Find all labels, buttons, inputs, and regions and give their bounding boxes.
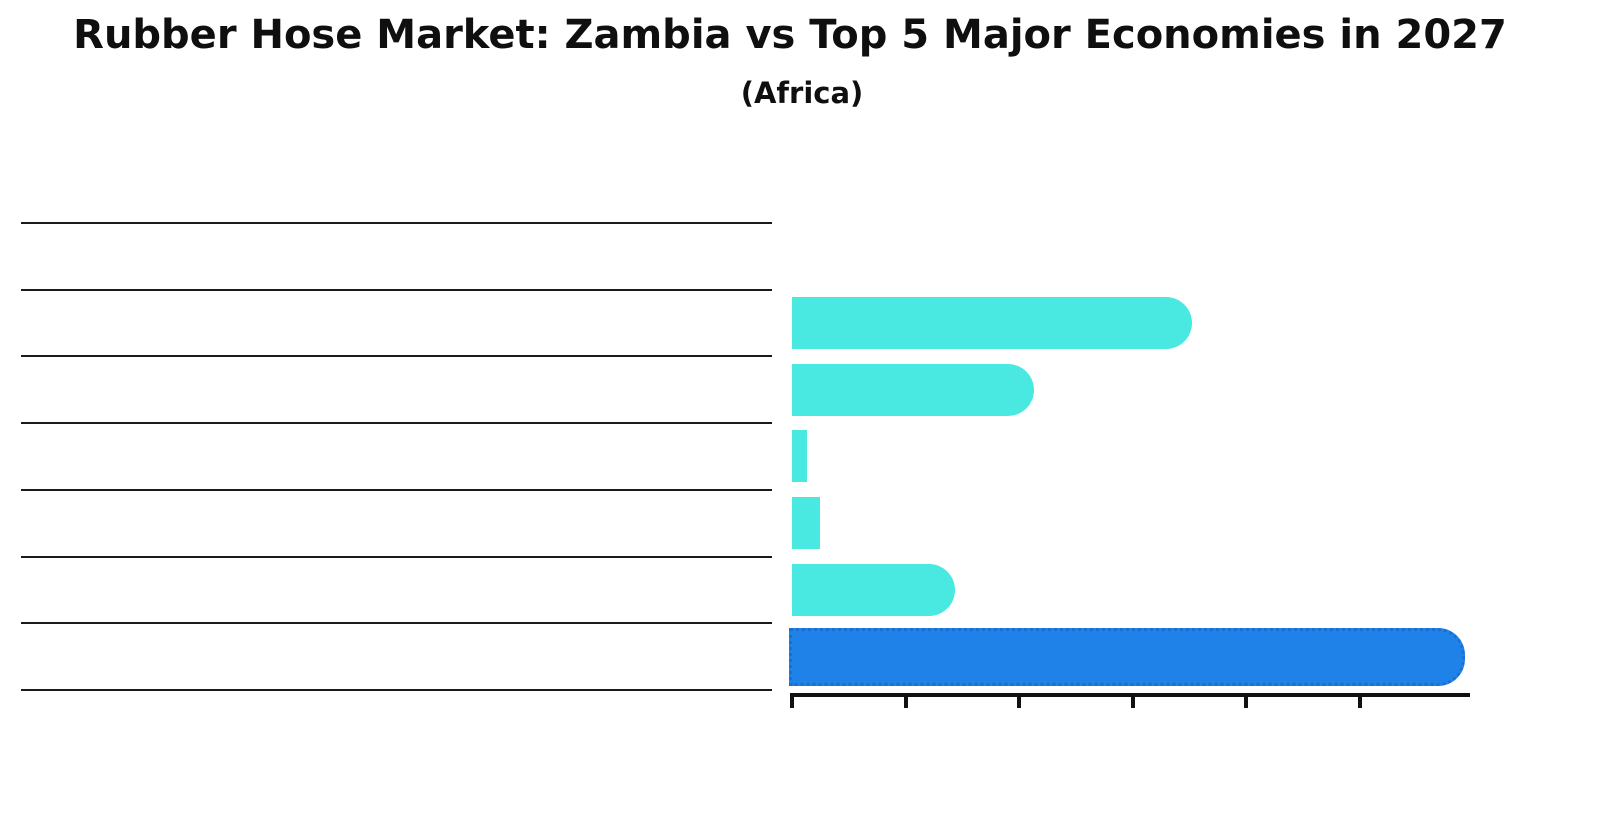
bar-highlight-zambia [789, 627, 1466, 686]
table-rule [21, 355, 772, 358]
x-tick-mark [1017, 697, 1022, 708]
table-rule [21, 555, 772, 558]
x-tick-mark [1244, 697, 1249, 708]
bar-nigeria [792, 563, 956, 616]
x-tick-mark [1358, 697, 1362, 708]
bar-egypt [792, 297, 1192, 350]
x-tick-mark [790, 697, 794, 708]
x-tick-mark [1130, 697, 1135, 708]
bar-algeria [792, 497, 821, 550]
figure-title: Rubber Hose Market: Zambia vs Top 5 Majo… [73, 12, 1507, 58]
table-rule [21, 488, 772, 491]
table-rule [21, 222, 772, 224]
x-axis-spine [790, 693, 1470, 697]
bar-ethiopia [792, 430, 807, 483]
table-rule [21, 622, 772, 625]
x-tick-mark [903, 697, 908, 708]
table-rule [21, 288, 772, 291]
figure-subtitle: (Africa) [740, 76, 864, 110]
table-rule [21, 422, 772, 425]
bar-south-africa [792, 363, 1034, 416]
table-rule [21, 688, 772, 691]
